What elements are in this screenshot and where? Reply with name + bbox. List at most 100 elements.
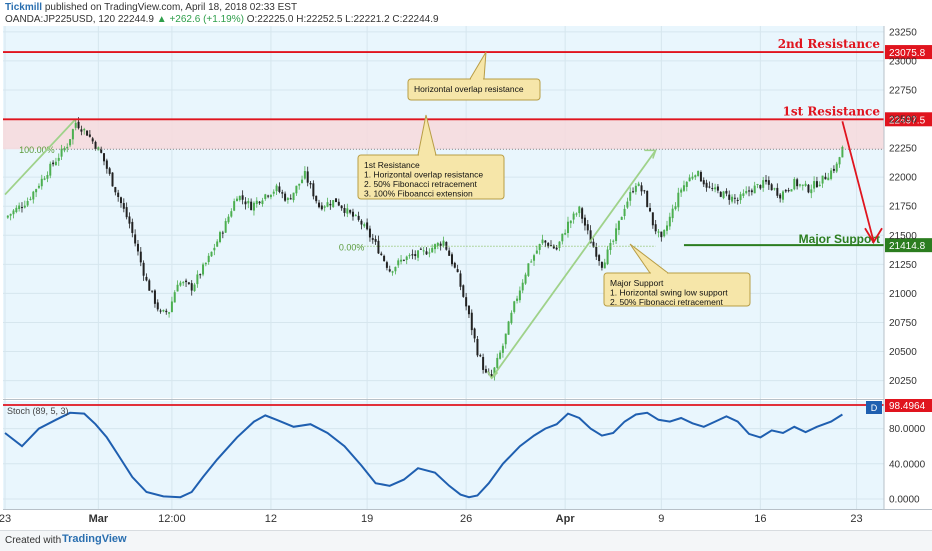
level-price-value: 21414.8 — [889, 241, 926, 252]
candle-body — [103, 153, 106, 162]
candle-body — [40, 178, 43, 187]
candle-body — [12, 210, 15, 215]
stoch-tick-label: 0.0000 — [889, 495, 920, 506]
candle-body — [770, 184, 773, 191]
price-chart[interactable]: 100.00% 0.00% 2nd Resistance 23075.8 1st Re… — [0, 0, 932, 530]
candle-body — [731, 196, 734, 202]
candle-body — [801, 184, 804, 186]
level-price-value: 22497.5 — [889, 115, 926, 126]
candle-body — [798, 184, 801, 186]
candle-body — [284, 193, 287, 201]
candle-body — [541, 239, 544, 244]
candle-body — [221, 232, 224, 234]
candle-body — [60, 148, 63, 157]
candle-body — [136, 243, 139, 252]
note-text: 2. 50% Fibonacci retracement — [364, 179, 478, 189]
candle-body — [385, 262, 388, 268]
stoch-tick-label: 80.0000 — [889, 424, 926, 435]
candle-body — [204, 262, 207, 265]
candle-body — [544, 240, 547, 243]
candle-body — [252, 202, 255, 211]
candle-body — [278, 186, 281, 192]
note-box-support[interactable] — [603, 272, 751, 307]
candle-body — [315, 195, 318, 202]
candle-body — [835, 163, 838, 172]
candle-body — [566, 221, 569, 233]
candle-body — [224, 221, 227, 233]
candle-body — [442, 240, 445, 246]
candle-body — [632, 191, 635, 193]
candle-body — [787, 190, 790, 192]
candle-body — [479, 355, 482, 357]
candle-body — [94, 141, 97, 150]
candle-body — [134, 234, 137, 244]
candle-body — [131, 221, 134, 233]
candle-body — [306, 171, 309, 183]
candle-body — [77, 121, 80, 129]
candle-body — [151, 290, 154, 292]
candle-body — [450, 254, 453, 265]
candle-body — [482, 357, 485, 370]
level-name: Major Support — [799, 232, 880, 246]
candle-body — [368, 228, 371, 238]
candle-body — [397, 260, 400, 266]
candle-body — [781, 191, 784, 200]
candle-body — [80, 129, 83, 132]
published-text: published on TradingView.com, April 18, … — [44, 2, 298, 13]
candle-body — [230, 211, 233, 217]
candle-body — [43, 178, 46, 180]
candle-body — [74, 122, 77, 128]
candle-body — [793, 179, 796, 190]
candle-body — [202, 264, 205, 275]
candle-body — [337, 201, 340, 206]
candle-body — [756, 184, 759, 186]
candle-body — [179, 282, 182, 286]
fib-trend-line-2[interactable] — [490, 149, 657, 379]
candle-body — [329, 203, 332, 206]
candle-body — [267, 195, 270, 197]
candle-body — [476, 338, 479, 356]
stoch-marker-badge[interactable] — [866, 401, 882, 414]
candle-body — [343, 207, 346, 213]
candle-body — [419, 248, 422, 250]
candle-body — [578, 206, 581, 214]
note-text: 1. Horizontal swing low support — [610, 288, 728, 298]
candle-body — [815, 181, 818, 188]
candle-body — [810, 189, 813, 194]
candle-body — [841, 146, 844, 158]
candle-body — [516, 298, 519, 301]
candle-body — [417, 250, 420, 258]
level-price-tag — [885, 238, 932, 253]
candle-body — [583, 217, 586, 226]
time-tick-label: 26 — [460, 513, 472, 525]
price-tick-label: 23000 — [889, 56, 917, 67]
candle-body — [722, 191, 725, 199]
candle-body — [52, 162, 55, 165]
publisher-name[interactable]: Tickmill — [5, 2, 43, 13]
candle-body — [663, 229, 666, 237]
candle-body — [250, 201, 253, 211]
candle-body — [371, 238, 374, 240]
fib-trend-line-1[interactable] — [4, 118, 77, 196]
candle-body — [199, 274, 202, 276]
time-tick-label: 9 — [658, 513, 664, 525]
time-tick-label: 16 — [754, 513, 766, 525]
candle-body — [173, 292, 176, 303]
candle-body — [402, 259, 405, 261]
candle-body — [117, 192, 120, 197]
candle-body — [496, 357, 499, 368]
projection-arrow[interactable] — [841, 121, 875, 242]
fib-label-0: 0.00% — [339, 242, 365, 252]
candle-body — [824, 176, 827, 180]
candle-body — [318, 202, 321, 208]
candle-body — [688, 177, 691, 182]
candle-body — [193, 284, 196, 292]
candle-body — [431, 247, 434, 253]
tradingview-logo[interactable]: TradingView — [62, 533, 127, 545]
candle-body — [377, 240, 380, 254]
price-tick-label: 21250 — [889, 260, 917, 271]
level-price-tag — [885, 112, 932, 127]
candle-body — [555, 247, 558, 250]
candle-body — [15, 207, 18, 213]
candle-body — [668, 216, 671, 227]
